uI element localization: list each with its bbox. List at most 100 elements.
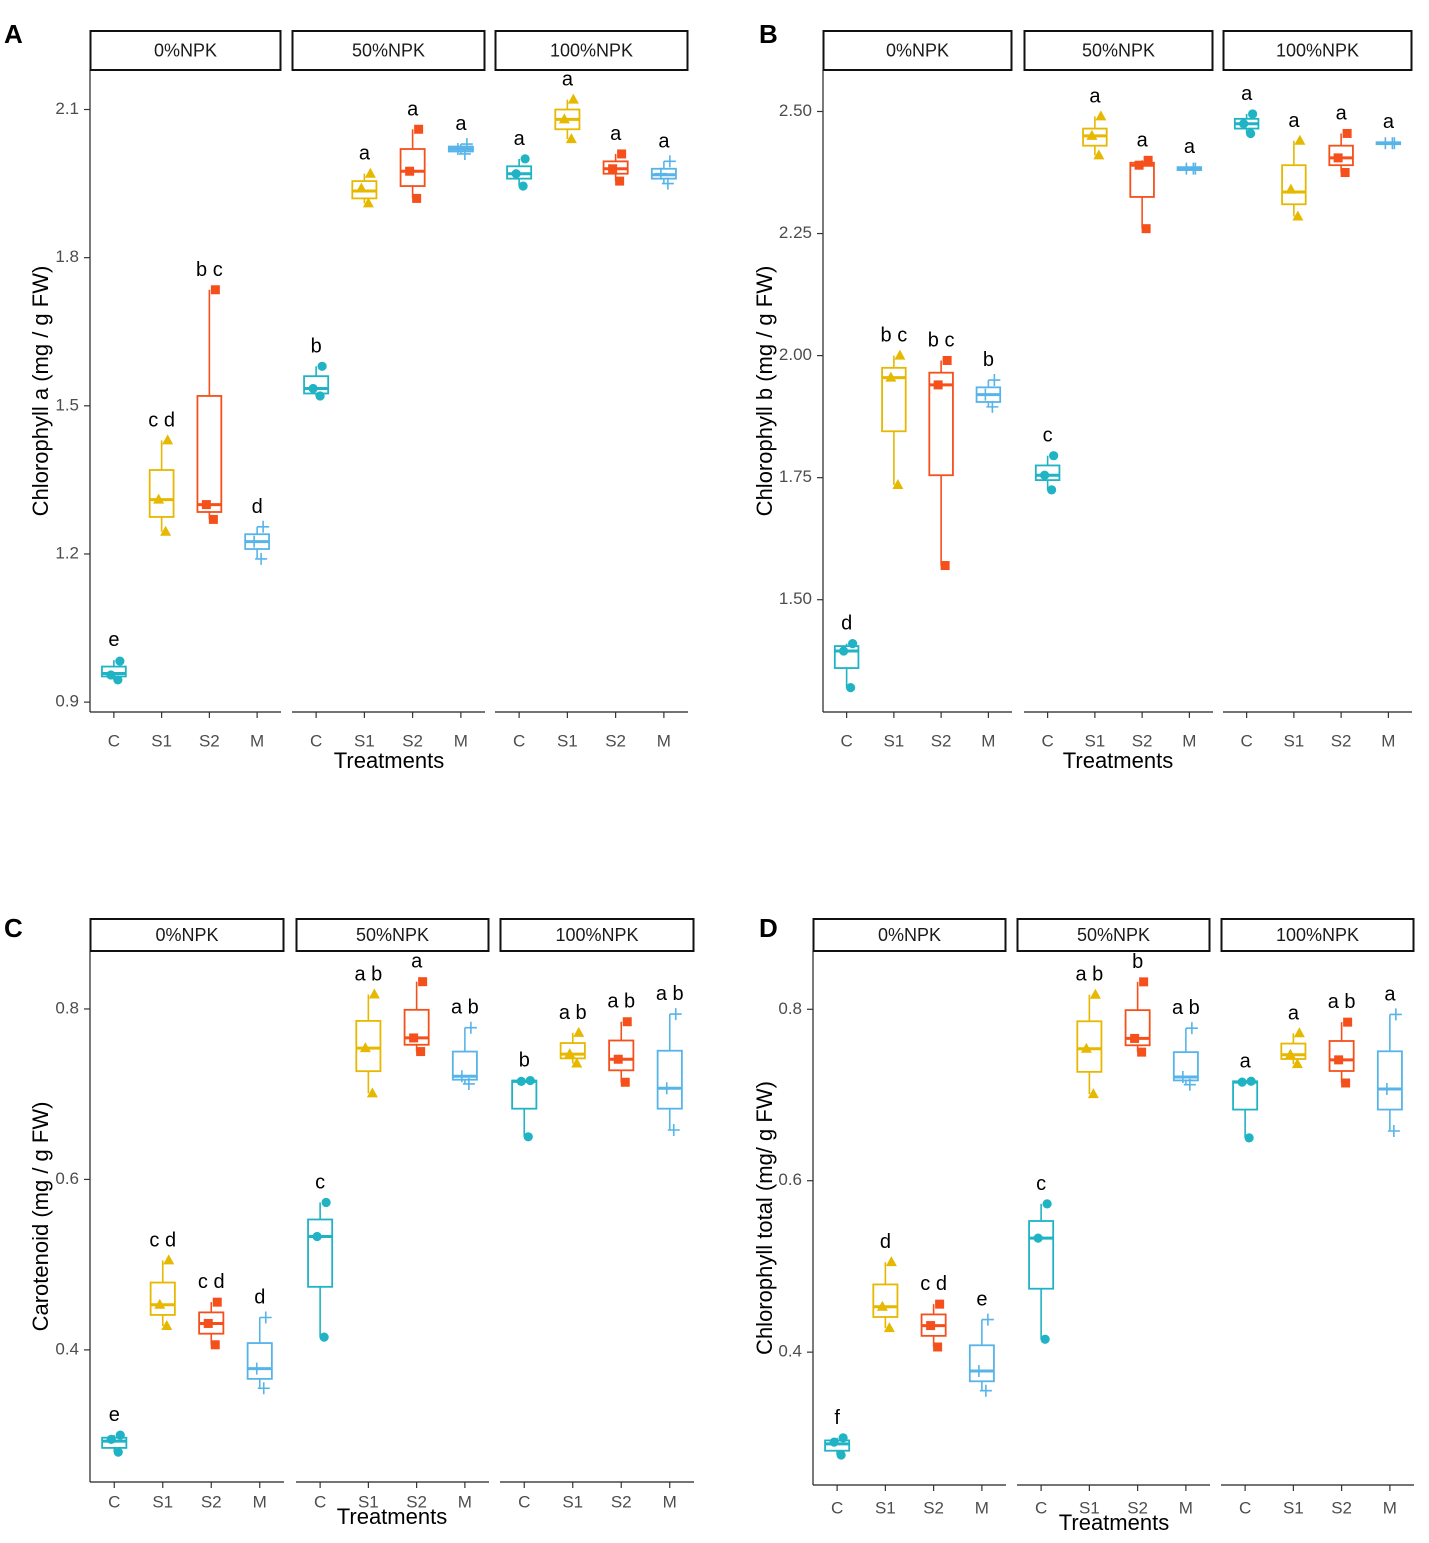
data-point <box>523 1132 533 1142</box>
data-point <box>362 197 374 208</box>
x-axis-title: Treatments <box>334 748 444 773</box>
facet-strip-label: 50%NPK <box>352 41 425 61</box>
facet-100pct-npk: 100%NPK Ca S1 a S2 a b Ma <box>1220 918 1415 1517</box>
data-point <box>511 169 521 179</box>
facet-strip <box>1222 30 1413 71</box>
box-iqr <box>608 1039 635 1072</box>
data-point <box>1185 1022 1198 1035</box>
data-point <box>615 176 625 186</box>
significance-label: a b <box>1172 997 1200 1019</box>
box-m: a <box>1176 136 1203 175</box>
data-point <box>1292 210 1304 221</box>
data-point <box>1294 134 1306 145</box>
x-tick-label: S2 <box>611 1492 632 1511</box>
data-point <box>883 1322 895 1333</box>
x-tick-label: S1 <box>562 1492 583 1511</box>
data-point <box>257 520 270 533</box>
box-iqr <box>833 645 860 669</box>
significance-label: d <box>880 1231 891 1253</box>
data-point <box>848 639 858 649</box>
significance-label: e <box>109 1404 120 1426</box>
box-c: b <box>303 335 330 401</box>
facet-strip <box>291 30 486 71</box>
data-point <box>317 361 327 371</box>
x-tick-label: C <box>1041 731 1053 750</box>
data-point <box>455 1070 468 1083</box>
data-point <box>1380 1083 1393 1095</box>
x-tick-label: S2 <box>1331 731 1352 750</box>
data-point <box>613 1054 623 1064</box>
facet-strip <box>89 918 285 952</box>
significance-label: a b <box>656 983 684 1005</box>
data-point <box>565 133 577 144</box>
x-tick-label: S2 <box>931 731 952 750</box>
box-m: d <box>244 496 270 565</box>
y-tick-label: 1.5 <box>55 395 79 414</box>
box-iqr <box>1028 1220 1055 1290</box>
significance-label: c <box>315 1171 325 1193</box>
data-point <box>663 155 676 168</box>
box-iqr <box>928 371 954 477</box>
data-point <box>248 535 261 548</box>
box-iqr <box>968 1344 995 1383</box>
data-point <box>1284 1048 1296 1059</box>
panel-label: C <box>4 913 23 943</box>
box-iqr <box>881 366 907 433</box>
x-tick-label: C <box>513 731 525 750</box>
data-point <box>617 149 627 159</box>
significance-label: f <box>834 1407 840 1429</box>
facet-strip-label: 0%NPK <box>154 41 217 61</box>
box-c: a <box>506 128 533 191</box>
box-c: a <box>1233 83 1260 139</box>
facet-strip-label: 100%NPK <box>1276 925 1359 945</box>
facet-strip <box>89 30 282 71</box>
data-point <box>1047 485 1057 495</box>
box-s2: a <box>1129 129 1155 234</box>
facet-100pct-npk: 100%NPK Ca S1 a S2 a Ma <box>494 30 689 750</box>
data-point <box>829 1437 839 1447</box>
data-point <box>571 1057 583 1068</box>
panel-c: C 0.4 0.6 0.8 Carotenoid (mg / g FW) Treatmen… <box>4 913 695 1529</box>
panel-a: A 0.9 1.2 1.5 1.8 2.1 Chlorophyll a (mg / g FW… <box>4 19 689 773</box>
data-point <box>1130 1033 1140 1043</box>
box-s1: a b <box>354 963 382 1098</box>
significance-label: d <box>254 1287 265 1309</box>
data-point <box>1291 1058 1303 1069</box>
data-point <box>525 1075 535 1086</box>
significance-label: a <box>1089 85 1101 107</box>
significance-label: a <box>514 128 526 150</box>
data-point <box>1285 183 1297 194</box>
facet-strip <box>499 918 695 952</box>
y-tick-label: 0.4 <box>55 1339 79 1358</box>
data-point <box>1333 153 1343 163</box>
facet-strip <box>1023 30 1214 71</box>
data-point <box>573 1026 585 1037</box>
panel-b: B 1.50 1.75 2.00 2.25 2.50 Chlorophyll b (mg /… <box>752 19 1413 773</box>
box-s2: a <box>403 951 430 1057</box>
data-point <box>986 400 999 413</box>
box-s1: b c <box>881 325 907 489</box>
data-point <box>1143 155 1153 165</box>
y-tick-label: 0.9 <box>55 692 79 711</box>
x-tick-label: M <box>250 731 264 750</box>
data-point <box>838 1433 848 1443</box>
significance-label: a <box>610 123 622 145</box>
y-tick-label: 0.8 <box>778 999 802 1018</box>
significance-label: a <box>359 143 371 165</box>
y-tick-label: 1.75 <box>779 467 812 486</box>
box-s2: a b <box>607 991 635 1087</box>
data-point <box>315 391 325 401</box>
facet-strip-label: 100%NPK <box>1276 41 1359 61</box>
box-iqr <box>1281 164 1307 206</box>
y-axis-title: Chlorophyll b (mg / g FW) <box>752 266 777 517</box>
data-point <box>1049 451 1059 461</box>
significance-label: b c <box>196 259 223 281</box>
data-point <box>462 1077 475 1090</box>
y-tick-label: 2.25 <box>779 223 812 242</box>
box-s1: a <box>1082 85 1108 160</box>
y-tick-label: 1.8 <box>55 247 79 266</box>
y-tick-label: 2.00 <box>779 345 812 364</box>
significance-label: a b <box>1075 964 1103 986</box>
x-tick-label: M <box>657 731 671 750</box>
